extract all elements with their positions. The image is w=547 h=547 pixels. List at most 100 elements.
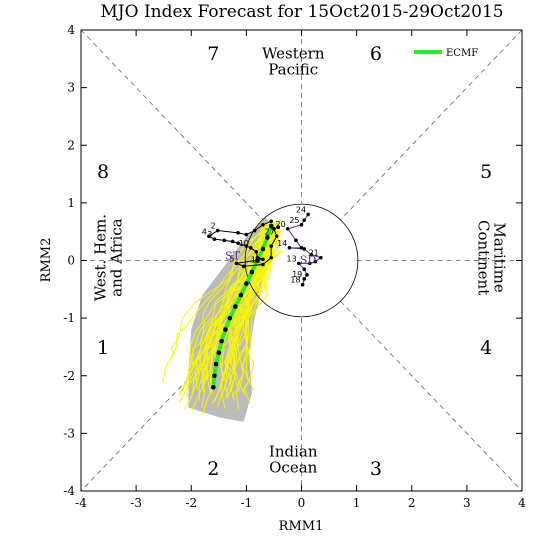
x-tick-label: -1 bbox=[241, 496, 253, 510]
observed-point bbox=[212, 237, 217, 241]
ensemble-mean-point bbox=[223, 327, 228, 332]
mid-path-day-label: 21 bbox=[309, 249, 319, 258]
phase-divider-lines bbox=[80, 29, 523, 492]
observed-day-label: 3 bbox=[207, 230, 212, 239]
ensemble-mean-point bbox=[219, 338, 224, 344]
mid-path-point bbox=[302, 277, 307, 281]
mid-path-point bbox=[307, 261, 312, 266]
y-tick-label: -3 bbox=[63, 426, 75, 440]
legend-label-ecmf: ECMF bbox=[446, 48, 478, 59]
mid-path-point bbox=[318, 255, 323, 260]
phase-line bbox=[80, 300, 263, 492]
mid-path-point bbox=[302, 247, 307, 251]
mid-path-point bbox=[306, 212, 310, 217]
y-tick-label: 0 bbox=[67, 254, 75, 268]
observed-point bbox=[276, 225, 281, 229]
ensemble-member-line bbox=[188, 223, 266, 376]
phase-label-8: 8 bbox=[97, 161, 109, 183]
phase-label-5: 5 bbox=[480, 161, 492, 183]
y-tick-label: -1 bbox=[63, 311, 75, 325]
region-label: West. Hem.and Africa bbox=[92, 214, 126, 301]
observed-point bbox=[261, 257, 265, 262]
observed-day-label: 4 bbox=[202, 227, 207, 236]
region-label-line: Ocean bbox=[269, 458, 318, 476]
ensemble-mean-point bbox=[233, 304, 238, 309]
y-tick-label: 1 bbox=[67, 196, 75, 210]
observed-point bbox=[261, 262, 265, 267]
phase-line bbox=[80, 29, 263, 221]
observed-point bbox=[236, 231, 240, 235]
observed-point bbox=[248, 246, 253, 250]
y-tick-label: -2 bbox=[63, 369, 75, 383]
mid-path-point bbox=[285, 227, 290, 231]
observed-point bbox=[244, 244, 249, 248]
region-label-line: and Africa bbox=[108, 218, 126, 296]
phase-label-4: 4 bbox=[480, 337, 492, 359]
ensemble-mean-point bbox=[249, 269, 255, 275]
observed-point bbox=[255, 255, 260, 260]
ensemble-mean-point bbox=[268, 223, 274, 229]
st-label: SD bbox=[300, 253, 317, 266]
mid-path-point bbox=[296, 261, 301, 266]
region-label-line: West. Hem. bbox=[92, 214, 110, 301]
region-label-line: Western bbox=[262, 45, 325, 63]
observed-point bbox=[274, 234, 279, 239]
observed-point bbox=[241, 264, 246, 269]
ensemble-mean-point bbox=[260, 246, 266, 252]
x-axis-label: RMM1 bbox=[279, 519, 324, 534]
mid-path-point bbox=[299, 246, 304, 250]
ensemble-mean-layer bbox=[211, 223, 274, 390]
observed-point bbox=[254, 250, 259, 254]
unit-circle bbox=[244, 203, 359, 318]
observed-point bbox=[269, 244, 273, 248]
mid-path-point bbox=[299, 222, 304, 227]
mid-path-point bbox=[313, 259, 318, 264]
mid-path-day-label: 13 bbox=[287, 254, 297, 263]
x-tick-label: 2 bbox=[408, 496, 416, 510]
mid-path-day-label: 19 bbox=[292, 270, 302, 279]
ensemble-mean-point bbox=[227, 315, 233, 321]
observed-point bbox=[269, 255, 273, 260]
mid-path-day-label: 20 bbox=[276, 220, 286, 229]
y-tick-label: 4 bbox=[67, 23, 75, 37]
observed-point bbox=[236, 241, 240, 246]
observed-path-layer: 24 3 10 5 12 27 bbox=[202, 219, 281, 269]
x-tick-label: 0 bbox=[298, 496, 306, 510]
mid-path-point bbox=[302, 218, 307, 222]
mid-path-point bbox=[305, 273, 309, 277]
phase-line bbox=[340, 300, 523, 492]
phase-label-3: 3 bbox=[370, 458, 382, 480]
mid-path-point bbox=[300, 282, 305, 287]
x-tick-label: 1 bbox=[353, 496, 361, 510]
legend: ECMF bbox=[414, 48, 478, 59]
observed-point bbox=[244, 232, 249, 237]
observed-point bbox=[215, 228, 220, 233]
observed-day-label: 2 bbox=[211, 222, 216, 231]
observed-point bbox=[230, 239, 235, 244]
ensemble-mean-point bbox=[211, 384, 216, 390]
x-tick-label: -4 bbox=[75, 496, 87, 510]
ensemble-mean-point bbox=[238, 292, 244, 298]
region-label-line: Continent bbox=[475, 220, 493, 295]
observed-day-label: 27 bbox=[265, 227, 275, 236]
x-tick-label: 3 bbox=[463, 496, 471, 510]
region-label-line: Maritime bbox=[491, 223, 509, 293]
ensemble-mean-point bbox=[244, 281, 249, 286]
mid-path-day-label: 18 bbox=[290, 276, 300, 285]
y-tick-label: 3 bbox=[67, 81, 75, 95]
phase-label-6: 6 bbox=[370, 43, 382, 65]
x-tick-label: -2 bbox=[185, 496, 197, 510]
mid-path-day-label: 25 bbox=[289, 216, 299, 225]
mid-path-day-label: 24 bbox=[296, 205, 306, 214]
ensemble-member-line bbox=[229, 223, 270, 387]
phase-label-7: 7 bbox=[207, 43, 219, 65]
observed-point bbox=[252, 228, 257, 233]
observed-point bbox=[261, 222, 265, 227]
mid-path-point bbox=[302, 267, 307, 271]
